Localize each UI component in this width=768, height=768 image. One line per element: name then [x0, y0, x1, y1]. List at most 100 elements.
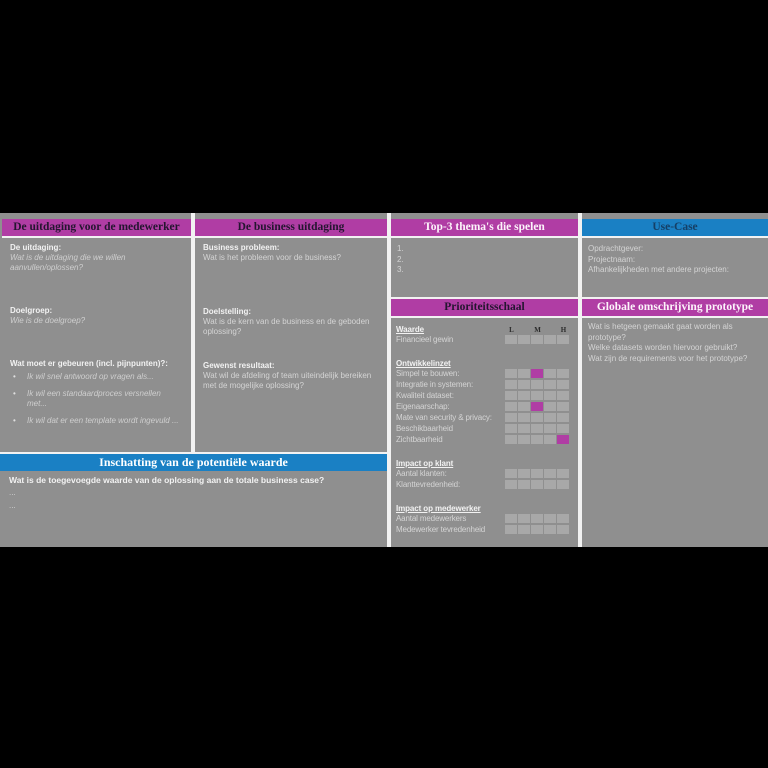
priority-cell[interactable]: [557, 525, 569, 534]
priority-cell[interactable]: [557, 424, 569, 433]
priority-cell[interactable]: [557, 369, 569, 378]
priority-cell[interactable]: [544, 480, 556, 489]
header-title: Prioriteitsschaal: [444, 301, 525, 313]
text-line: ...: [9, 501, 16, 510]
priority-cell[interactable]: [518, 369, 530, 378]
text-line: Ik wil dat er een template wordt ingevul…: [10, 416, 183, 426]
priority-cell-filled[interactable]: [531, 369, 543, 378]
priority-cell[interactable]: [544, 424, 556, 433]
priority-cell[interactable]: [544, 525, 556, 534]
priority-cell[interactable]: [544, 402, 556, 411]
priority-cell[interactable]: [557, 391, 569, 400]
priority-row: Mate van security & privacy:: [396, 412, 578, 423]
priority-row-label: Beschikbaarheid: [396, 424, 453, 433]
text-line: 1.: [397, 244, 404, 253]
section-top3-themas[interactable]: 1. 2. 3.: [391, 240, 578, 297]
priority-row-label: Zichtbaarheid: [396, 435, 443, 444]
priority-cell[interactable]: [557, 402, 569, 411]
field-question: Wat is de uitdaging die we willen aanvul…: [10, 253, 126, 272]
header-title: Use-Case: [652, 221, 698, 233]
priority-row: Aantal medewerkers: [396, 513, 578, 524]
priority-cell[interactable]: [531, 391, 543, 400]
section-globale-omschrijving[interactable]: Wat is hetgeen gemaakt gaat worden als p…: [582, 318, 768, 547]
priority-cell[interactable]: [531, 380, 543, 389]
field-question: Wat is de kern van de business en de geb…: [203, 317, 370, 336]
priority-cell[interactable]: [505, 480, 517, 489]
priority-cell[interactable]: [518, 402, 530, 411]
priority-cell[interactable]: [531, 335, 543, 344]
section-business-uitdaging[interactable]: Business probleem: Wat is het probleem v…: [195, 240, 387, 452]
field-label: Wat moet er gebeuren (incl. pijnpunten)?…: [10, 359, 168, 368]
priority-cell[interactable]: [518, 380, 530, 389]
text-line: Wat is hetgeen gemaakt gaat worden als p…: [588, 322, 733, 342]
priority-cell[interactable]: [518, 335, 530, 344]
text-line: ...: [9, 488, 16, 497]
priority-cell[interactable]: [544, 514, 556, 523]
priority-cell[interactable]: [518, 514, 530, 523]
priority-cell[interactable]: [531, 525, 543, 534]
priority-cell[interactable]: [505, 525, 517, 534]
priority-cell[interactable]: [531, 435, 543, 444]
priority-cell[interactable]: [544, 335, 556, 344]
priority-cell[interactable]: [557, 335, 569, 344]
priority-row: Beschikbaarheid: [396, 423, 578, 434]
priority-cell[interactable]: [505, 380, 517, 389]
priority-cell[interactable]: [531, 413, 543, 422]
priority-cell[interactable]: [557, 480, 569, 489]
priority-cell[interactable]: [531, 424, 543, 433]
priority-cell[interactable]: [544, 380, 556, 389]
priority-cell[interactable]: [505, 514, 517, 523]
priority-cell[interactable]: [505, 413, 517, 422]
priority-cell[interactable]: [505, 469, 517, 478]
priority-row: Medewerker tevredenheid: [396, 524, 578, 535]
column-separator: [387, 213, 391, 547]
text-line: Ik wil een standaardproces versnellen me…: [10, 389, 183, 409]
priority-cell[interactable]: [531, 514, 543, 523]
priority-cell[interactable]: [544, 435, 556, 444]
field-label: Doelgroep:: [10, 306, 53, 315]
priority-cell[interactable]: [544, 469, 556, 478]
section-use-case[interactable]: Opdrachtgever: Projectnaam: Afhankelijkhed…: [582, 240, 768, 297]
priority-group: Waarde L M H Financieel gewin: [396, 322, 578, 345]
header-title: Top-3 thema's die spelen: [424, 221, 545, 233]
header-title: De business uitdaging: [237, 221, 345, 233]
priority-cell-filled[interactable]: [531, 402, 543, 411]
priority-cell[interactable]: [505, 369, 517, 378]
priority-cell[interactable]: [518, 435, 530, 444]
scale-label: H: [560, 326, 567, 334]
header-title: De uitdaging voor de medewerker: [13, 221, 180, 233]
priority-cell[interactable]: [505, 335, 517, 344]
priority-cell[interactable]: [518, 480, 530, 489]
scale-label: M: [534, 326, 541, 334]
priority-cell[interactable]: [505, 402, 517, 411]
priority-cell[interactable]: [518, 525, 530, 534]
dots-lines: ......: [9, 486, 378, 512]
priority-row-label: Aantal klanten:: [396, 469, 447, 478]
priority-cell[interactable]: [557, 413, 569, 422]
text-line: Afhankelijkheden met andere projecten:: [588, 265, 729, 274]
priority-row: Zichtbaarheid: [396, 434, 578, 445]
priority-cell[interactable]: [505, 424, 517, 433]
text-line: Wat zijn de requirements voor het protot…: [588, 353, 748, 363]
priority-row-label: Financieel gewin: [396, 335, 454, 344]
priority-cell[interactable]: [518, 424, 530, 433]
priority-cell[interactable]: [505, 391, 517, 400]
priority-row-label: Simpel te bouwen:: [396, 369, 460, 378]
priority-cell[interactable]: [518, 413, 530, 422]
priority-cell[interactable]: [557, 469, 569, 478]
section-medewerker-uitdaging[interactable]: De uitdaging: Wat is de uitdaging die we…: [2, 240, 191, 452]
priority-cell[interactable]: [544, 391, 556, 400]
priority-cell[interactable]: [557, 380, 569, 389]
priority-cell[interactable]: [518, 469, 530, 478]
priority-cell[interactable]: [544, 369, 556, 378]
section-inschatting-waarde[interactable]: Wat is de toegevoegde waarde van de oplo…: [0, 470, 387, 547]
priority-cell[interactable]: [544, 413, 556, 422]
priority-cell[interactable]: [531, 480, 543, 489]
priority-cell[interactable]: [505, 435, 517, 444]
priority-cell[interactable]: [557, 514, 569, 523]
priority-cell[interactable]: [531, 469, 543, 478]
priority-cell-filled[interactable]: [557, 435, 569, 444]
canvas-template: De uitdaging voor de medewerker De busin…: [0, 213, 768, 547]
priority-cell[interactable]: [518, 391, 530, 400]
